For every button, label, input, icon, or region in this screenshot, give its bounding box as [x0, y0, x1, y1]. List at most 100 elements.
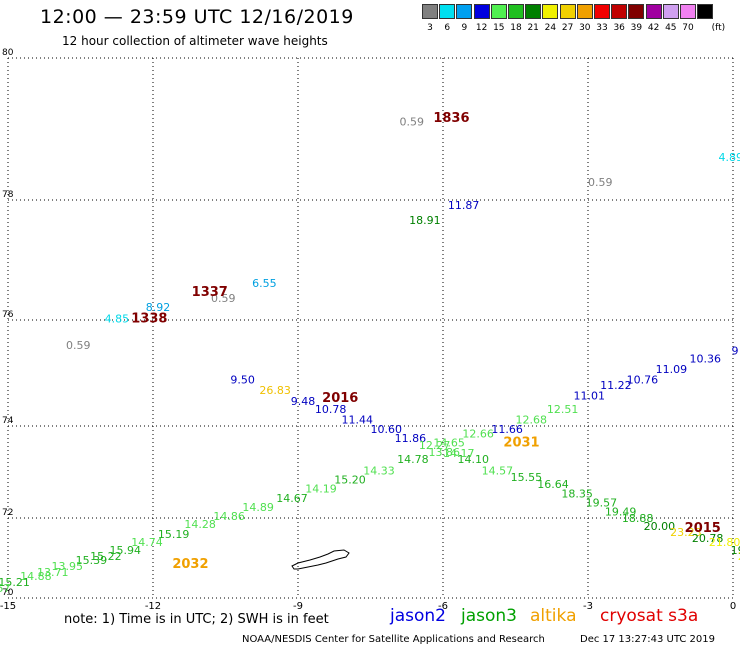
legend-swatch	[680, 4, 696, 19]
swh-value-label: 0.59	[66, 339, 91, 352]
legend-label: 9	[461, 23, 468, 33]
swh-value-label: 12.51	[547, 403, 579, 416]
swh-value-label: 11.01	[574, 390, 606, 403]
swh-value-label: 20.00	[644, 520, 676, 533]
swh-value-label: 9.48	[291, 395, 316, 408]
pass-time-label: 1337	[192, 285, 228, 300]
legend-swatch	[473, 4, 490, 19]
legend-swatch	[576, 4, 593, 19]
timestamp-text: Dec 17 13:27:43 UTC 2019	[580, 634, 715, 645]
swh-value-label: 11.22	[600, 379, 632, 392]
swh-value-label: 14.65	[433, 437, 465, 450]
lat-tick-label: 78	[2, 190, 14, 200]
legend-swatch	[611, 4, 628, 19]
satellite-label: jason2	[390, 606, 446, 626]
swh-value-label: 15.55	[511, 471, 542, 484]
legend-swatch	[628, 4, 645, 19]
legend-swatch	[490, 4, 507, 19]
swh-value-label: 20.78	[692, 532, 724, 545]
legend-swatch	[525, 4, 542, 19]
legend-label: 45	[665, 23, 677, 33]
swh-value-label: 14.19	[305, 483, 337, 496]
legend-swatch	[439, 4, 456, 19]
swh-value-label: 9	[732, 344, 739, 357]
legend-label: 6	[444, 23, 451, 33]
swh-value-label: 11.86	[395, 432, 427, 445]
swh-value-label: 14.88	[20, 570, 52, 583]
swh-value-label: 0.59	[588, 176, 613, 189]
legend-swatch	[645, 4, 662, 19]
swh-value-label: 18.91	[409, 214, 441, 227]
swh-value-label: 15.19	[158, 528, 190, 541]
pass-time-label: 1836	[433, 111, 469, 126]
swh-value-label: 19.58	[731, 544, 740, 557]
swh-value-label: 15.20	[334, 474, 366, 487]
swh-value-label: 15.21	[0, 576, 30, 589]
legend-swatch	[697, 4, 714, 19]
lon-tick-label: -6	[438, 601, 448, 612]
pass-time-label: 2031	[503, 436, 539, 451]
swh-value-label: 10.36	[690, 352, 722, 365]
legend-label: 3	[427, 23, 433, 33]
swh-value-label: 4.89	[719, 151, 740, 164]
swh-value-label: 23.3	[738, 550, 740, 563]
legend-swatch	[559, 4, 576, 19]
satellite-label: jason3	[461, 606, 517, 626]
lon-tick-label: -12	[145, 601, 161, 612]
legend-swatch	[594, 4, 610, 19]
satellite-label: cryosat s3a	[600, 606, 699, 626]
legend-label: 33	[596, 23, 608, 33]
swh-value-label: 0.59	[211, 292, 236, 305]
satellite-label: altika	[530, 606, 577, 626]
axis-tick-labels: -15 -12 -9 -6 -3 0 80 78 76 74 72 70	[0, 48, 736, 612]
swh-value-label: 15.22	[90, 550, 122, 563]
swh-value-label: 8.92	[146, 301, 171, 314]
swh-value-label: 26.83	[259, 384, 291, 397]
legend-label: 39	[630, 23, 643, 33]
swh-value-label: 13.86	[429, 446, 461, 459]
swh-value-label: 14.57	[482, 464, 513, 477]
legend-label: 24	[544, 23, 557, 33]
lat-tick-label: 70	[2, 588, 14, 598]
legend-swatch	[456, 4, 473, 19]
swh-value-label: 14.86	[213, 510, 245, 523]
pass-time-label: 2016	[322, 391, 358, 406]
swh-value-label: 14.89	[242, 501, 274, 514]
lat-tick-label: 80	[2, 48, 14, 58]
legend-swatch	[422, 4, 438, 19]
legend-swatch	[508, 4, 524, 19]
swh-value-label: 11.44	[342, 413, 374, 426]
swh-value-label: 0.59	[400, 115, 425, 128]
figure-subtitle: 12 hour collection of altimeter wave hei…	[62, 34, 328, 48]
swh-value-label: 13.71	[37, 566, 69, 579]
swh-value-label: 14.33	[363, 464, 395, 477]
swh-value-label: 14.28	[184, 518, 216, 531]
credit-text: NOAA/NESDIS Center for Satellite Applica…	[242, 634, 545, 645]
swh-value-label: 15.39	[76, 554, 108, 567]
swh-value-label: 21.80	[709, 536, 740, 549]
coastline	[291, 549, 350, 570]
lon-tick-label: -9	[293, 601, 303, 612]
swh-value-label: 12.27	[419, 439, 451, 452]
legend-swatch	[542, 4, 559, 19]
figure-title: 12:00 — 23:59 UTC 12/16/2019	[40, 6, 354, 28]
legend-label: 36	[613, 23, 625, 33]
swh-value-label: 12.68	[516, 413, 548, 426]
swh-value-label: 14.78	[397, 453, 429, 466]
swh-value-label: 11.66	[491, 423, 523, 436]
legend-label: 21	[527, 23, 539, 33]
pass-time-label: 2032	[172, 557, 208, 572]
swh-value-label: 12.66	[462, 428, 494, 441]
legend-label: 18	[510, 23, 522, 33]
pass-time-label: 2015	[685, 521, 721, 536]
lat-tick-label: 72	[2, 508, 13, 518]
swh-value-label: 14.74	[131, 536, 163, 549]
legend-unit: (ft)	[711, 23, 726, 33]
legend-label: 12	[475, 23, 488, 33]
swh-value-label: 9.50	[230, 374, 255, 387]
lon-tick-label: 0	[730, 601, 736, 612]
pass-time-labels: 1836 1337 1338 2016 2031 2015 2032	[131, 111, 721, 572]
lat-tick-label: 76	[2, 310, 14, 320]
swh-value-label: 10.60	[371, 423, 403, 436]
